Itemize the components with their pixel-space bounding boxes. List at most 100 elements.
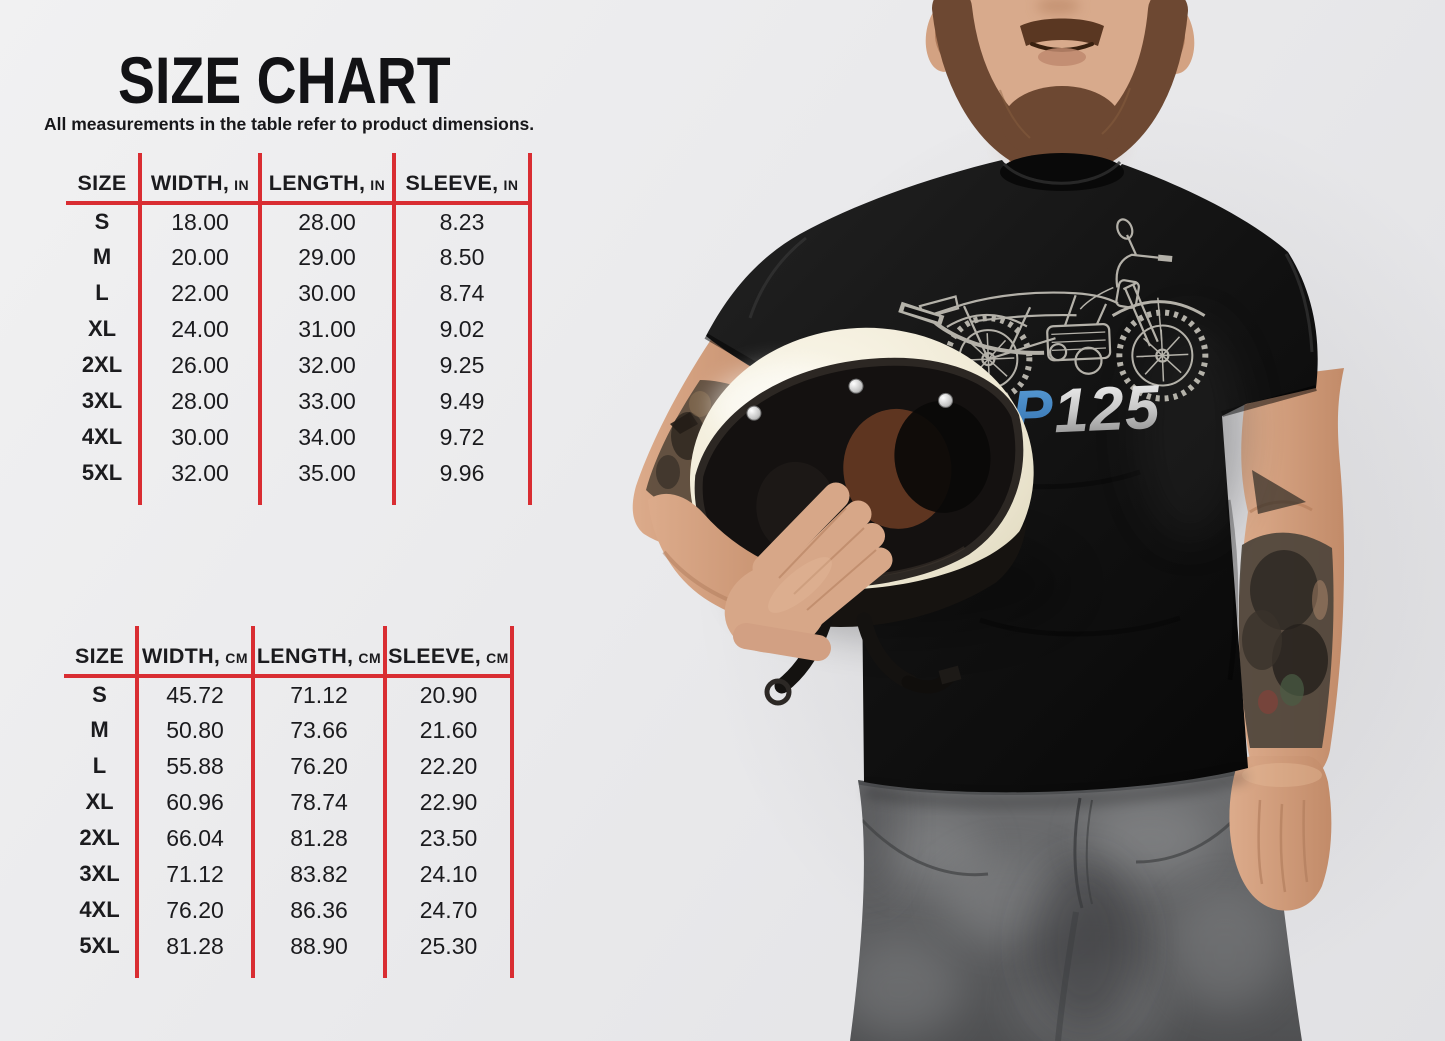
size-cell: S xyxy=(64,676,139,712)
value-cell: 24.00 xyxy=(140,311,262,347)
table-row: M 20.00 29.00 8.50 xyxy=(66,239,532,275)
value-cell: 31.00 xyxy=(260,311,396,347)
head xyxy=(925,0,1195,223)
value-cell: 25.30 xyxy=(385,928,514,964)
column-header-width: WIDTH, CM xyxy=(137,638,255,678)
collar xyxy=(1000,153,1124,191)
column-header-size: SIZE xyxy=(64,638,139,678)
jeans-fly-seam xyxy=(1073,797,1084,909)
column-header-length: LENGTH, IN xyxy=(260,165,396,205)
table-spacer xyxy=(64,964,514,978)
value-cell: 30.00 xyxy=(260,275,396,311)
size-cell: S xyxy=(66,203,142,239)
column-header-sleeve: SLEEVE, CM xyxy=(385,638,514,678)
size-cell: 5XL xyxy=(64,928,139,964)
value-cell: 88.90 xyxy=(253,928,387,964)
value-cell: 26.00 xyxy=(140,347,262,383)
value-cell: 29.00 xyxy=(260,239,396,275)
size-cell: 3XL xyxy=(66,383,142,419)
table-row: S 18.00 28.00 8.23 xyxy=(66,203,532,239)
right-hand xyxy=(1229,756,1332,911)
table-row: 4XL 30.00 34.00 9.72 xyxy=(66,419,532,455)
value-cell: 71.12 xyxy=(253,676,387,712)
value-cell: 22.00 xyxy=(140,275,262,311)
table-row: XL 24.00 31.00 9.02 xyxy=(66,311,532,347)
table-row: M 50.80 73.66 21.60 xyxy=(64,712,514,748)
size-cell: XL xyxy=(66,311,142,347)
value-cell: 8.23 xyxy=(394,203,532,239)
value-cell: 35.00 xyxy=(260,455,396,491)
column-header-width: WIDTH, IN xyxy=(140,165,262,205)
value-cell: 60.96 xyxy=(137,784,255,820)
table-spacer xyxy=(66,153,532,165)
value-cell: 30.00 xyxy=(140,419,262,455)
table-spacer xyxy=(66,491,532,505)
value-cell: 18.00 xyxy=(140,203,262,239)
table-row: S 45.72 71.12 20.90 xyxy=(64,676,514,712)
value-cell: 9.96 xyxy=(394,455,532,491)
size-cell: M xyxy=(64,712,139,748)
value-cell: 86.36 xyxy=(253,892,387,928)
table-row: 2XL 26.00 32.00 9.25 xyxy=(66,347,532,383)
size-cell: M xyxy=(66,239,142,275)
value-cell: 9.49 xyxy=(394,383,532,419)
value-cell: 55.88 xyxy=(137,748,255,784)
size-table-inches: SIZE WIDTH, IN LENGTH, IN SLEEVE, IN S 18.00… xyxy=(66,153,532,505)
size-cell: 2XL xyxy=(64,820,139,856)
value-cell: 8.74 xyxy=(394,275,532,311)
table-row: 3XL 71.12 83.82 24.10 xyxy=(64,856,514,892)
value-cell: 45.72 xyxy=(137,676,255,712)
column-header-size: SIZE xyxy=(66,165,142,205)
table-row: XL 60.96 78.74 22.90 xyxy=(64,784,514,820)
size-cell: L xyxy=(66,275,142,311)
value-cell: 50.80 xyxy=(137,712,255,748)
value-cell: 20.90 xyxy=(385,676,514,712)
value-cell: 28.00 xyxy=(140,383,262,419)
helmet-snap-stud xyxy=(848,378,864,394)
value-cell: 32.00 xyxy=(260,347,396,383)
value-cell: 22.20 xyxy=(385,748,514,784)
value-cell: 76.20 xyxy=(253,748,387,784)
value-cell: 66.04 xyxy=(137,820,255,856)
forearm-tattoo xyxy=(1238,532,1334,748)
value-cell: 9.25 xyxy=(394,347,532,383)
helmet-snap-stud xyxy=(938,392,954,408)
table-row: 3XL 28.00 33.00 9.49 xyxy=(66,383,532,419)
value-cell: 73.66 xyxy=(253,712,387,748)
table-row: 5XL 81.28 88.90 25.30 xyxy=(64,928,514,964)
value-cell: 34.00 xyxy=(260,419,396,455)
value-cell: 28.00 xyxy=(260,203,396,239)
jeans-pocket-left xyxy=(860,818,989,877)
table-header-row: SIZE WIDTH, CM LENGTH, CM SLEEVE, CM xyxy=(64,638,514,678)
right-arm xyxy=(1229,368,1345,911)
value-cell: 24.70 xyxy=(385,892,514,928)
value-cell: 22.90 xyxy=(385,784,514,820)
helmet-snap-stud xyxy=(746,405,762,421)
page-title: SIZE CHART xyxy=(118,43,451,117)
size-cell: 2XL xyxy=(66,347,142,383)
table-row: 4XL 76.20 86.36 24.70 xyxy=(64,892,514,928)
value-cell: 21.60 xyxy=(385,712,514,748)
left-hand xyxy=(648,482,893,661)
table-row: 2XL 66.04 81.28 23.50 xyxy=(64,820,514,856)
value-cell: 81.28 xyxy=(253,820,387,856)
value-cell: 83.82 xyxy=(253,856,387,892)
table-row: L 22.00 30.00 8.74 xyxy=(66,275,532,311)
table-row: L 55.88 76.20 22.20 xyxy=(64,748,514,784)
page-subtitle: All measurements in the table refer to p… xyxy=(44,114,535,134)
value-cell: 33.00 xyxy=(260,383,396,419)
column-header-length: LENGTH, CM xyxy=(253,638,387,678)
value-cell: 76.20 xyxy=(137,892,255,928)
mustache xyxy=(1020,18,1104,46)
value-cell: 24.10 xyxy=(385,856,514,892)
jeans xyxy=(850,764,1302,1041)
table-spacer xyxy=(64,626,514,638)
size-cell: 4XL xyxy=(64,892,139,928)
value-cell: 71.12 xyxy=(137,856,255,892)
size-cell: 5XL xyxy=(66,455,142,491)
value-cell: 9.72 xyxy=(394,419,532,455)
table-header-row: SIZE WIDTH, IN LENGTH, IN SLEEVE, IN xyxy=(66,165,532,205)
size-cell: 4XL xyxy=(66,419,142,455)
